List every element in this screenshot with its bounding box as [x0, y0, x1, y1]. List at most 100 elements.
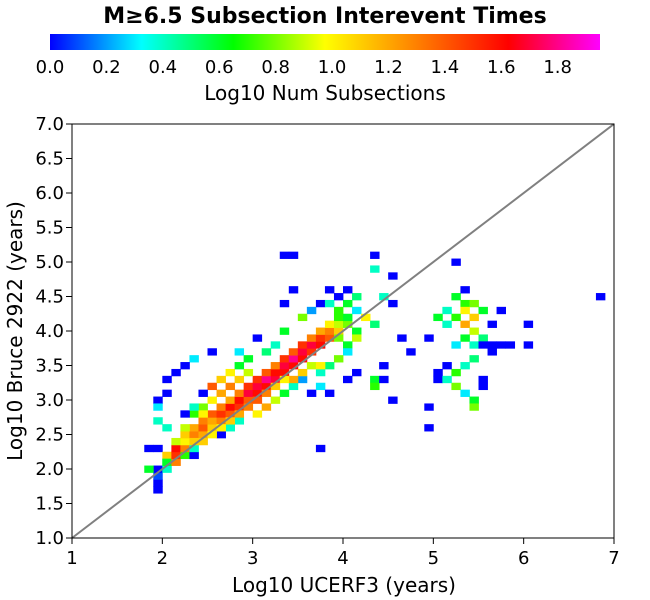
heatmap-cell	[216, 410, 226, 418]
heatmap-cell	[225, 403, 235, 411]
heatmap-cell	[261, 389, 272, 397]
heatmap-cell	[397, 334, 407, 342]
heatmap-cell	[442, 375, 452, 384]
heatmap-cell	[189, 424, 199, 432]
heatmap-cell	[243, 403, 254, 411]
heatmap-cell	[252, 375, 263, 384]
colorbar-tick-label: 1.6	[487, 57, 516, 78]
heatmap-cell	[442, 320, 452, 328]
heatmap-cell	[442, 362, 452, 370]
heatmap-cell	[270, 362, 281, 370]
heatmap-cell	[243, 355, 254, 363]
colorbar-tick-label: 0.0	[36, 57, 65, 78]
heatmap-cell	[333, 334, 344, 342]
heatmap-cell	[469, 403, 479, 411]
heatmap-cell	[207, 410, 217, 418]
heatmap-cell	[234, 403, 245, 411]
heatmap-cell	[343, 313, 353, 322]
y-axis-label: Log10 Bruce 2922 (years)	[3, 201, 27, 461]
heatmap-cell	[352, 334, 362, 342]
heatmap-cell	[370, 265, 380, 273]
y-tick-label: 1.5	[35, 494, 64, 515]
heatmap-cell	[207, 348, 217, 356]
heatmap-cell	[279, 251, 290, 259]
colorbar-tick-label: 1.8	[543, 57, 572, 78]
heatmap-cell	[433, 375, 443, 384]
heatmap-cell	[343, 375, 353, 384]
heatmap-cell	[225, 382, 235, 391]
heatmap-cell	[198, 437, 208, 446]
heatmap-cell	[189, 355, 199, 363]
heatmap-cell	[469, 396, 479, 404]
heatmap-cell	[225, 368, 235, 377]
heatmap-cell	[297, 355, 308, 363]
heatmap-cell	[469, 341, 479, 349]
y-tick-label: 6.5	[35, 149, 64, 170]
heatmap-cell	[297, 341, 308, 349]
heatmap-cell	[198, 389, 208, 397]
y-tick-label: 2.0	[35, 459, 64, 480]
heatmap-cell	[315, 362, 326, 370]
heatmap-cell	[370, 320, 380, 328]
heatmap-cell	[288, 355, 299, 363]
heatmap-cell	[216, 417, 226, 425]
heatmap-cell	[460, 286, 470, 294]
heatmap-cell	[288, 348, 299, 356]
heatmap-cell	[153, 486, 163, 494]
heatmap-cell	[324, 327, 335, 335]
heatmap-cell	[433, 368, 443, 377]
heatmap-cell	[315, 299, 326, 308]
reference-line	[71, 123, 615, 539]
y-tick-label: 6.0	[35, 183, 64, 204]
heatmap-cell	[460, 306, 470, 315]
heatmap-cell	[306, 362, 317, 370]
heatmap-cell	[315, 341, 326, 349]
colorbar-tick-label: 0.8	[261, 57, 290, 78]
heatmap-cell	[261, 382, 272, 391]
heatmap-cell	[279, 389, 290, 397]
heatmap-cell	[343, 341, 353, 349]
heatmap-cell	[333, 355, 344, 363]
y-tick-label: 4.5	[35, 287, 64, 308]
heatmap-cell	[216, 431, 226, 439]
heatmap-cell	[388, 396, 398, 404]
heatmap-cell	[234, 410, 245, 418]
heatmap-cell	[433, 313, 443, 322]
heatmap-cell	[469, 355, 479, 363]
heatmap-cell	[279, 299, 290, 308]
heatmap-cell	[379, 293, 389, 301]
colorbar-tick-label: 1.0	[318, 57, 347, 78]
heatmap-cell	[333, 327, 344, 335]
heatmap-cell	[198, 403, 208, 411]
heatmap-cell	[478, 341, 488, 349]
heatmap-cell	[306, 334, 317, 342]
heatmap-cell	[288, 251, 299, 259]
y-axis-ticks: 1.0 1.5 2.0 2.5 3.0 3.5 4.0 4.5 5.0 5.5 6.0 6.5 7.0	[35, 114, 72, 549]
x-axis-ticks: 1 2 3 4 5 6 7	[66, 538, 620, 569]
heatmap-cell	[162, 451, 172, 460]
heatmap-cell	[595, 293, 606, 301]
heatmap-cell	[144, 465, 154, 473]
heatmap-cell	[225, 424, 235, 432]
heatmap-cell	[297, 368, 308, 377]
x-tick-label: 6	[518, 548, 529, 569]
y-tick-label: 1.0	[35, 528, 64, 549]
heatmap-cell	[189, 410, 199, 418]
heatmap-cell	[207, 431, 217, 439]
heatmap-cell	[261, 375, 272, 384]
heatmap-cell	[153, 465, 163, 473]
heatmap-cell	[270, 341, 281, 349]
heatmap-cell	[478, 375, 488, 384]
colorbar	[50, 34, 600, 50]
y-tick-label: 5.0	[35, 252, 64, 273]
heatmap-cell	[162, 458, 172, 466]
heatmap-cell	[171, 458, 181, 466]
x-tick-label: 7	[608, 548, 619, 569]
heatmap-cell	[216, 424, 226, 432]
heatmap-cell	[234, 389, 245, 397]
colorbar-tick-label: 1.4	[431, 57, 460, 78]
heatmap-cell	[189, 437, 199, 446]
heatmap-cell	[180, 424, 190, 432]
heatmap-cell	[306, 341, 317, 349]
heatmap-cell	[424, 403, 434, 411]
